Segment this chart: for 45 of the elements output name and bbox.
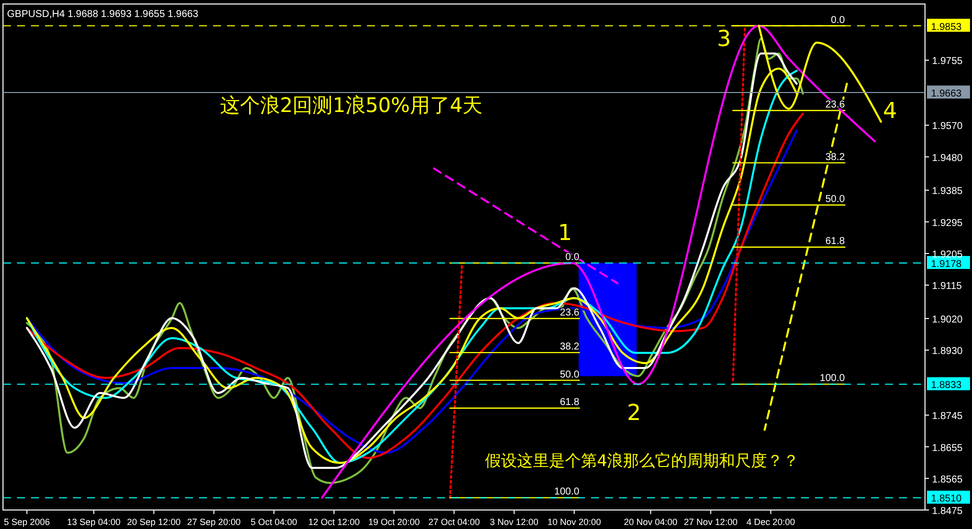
text: GBPUSD,H4 1.9688 1.9693 1.9655 1.9663 [7,9,199,20]
annotation: 4 [883,99,897,124]
y-tick-label: 1.8655 [932,442,964,454]
series-label: 61.8 [825,236,846,248]
x-tick-label: 3 Nov 12:00 [490,517,538,527]
y-tick-label: 1.9115 [932,281,962,292]
y-tick-label: 1.9480 [932,152,964,164]
y-tick-label: 1.9755 [932,56,964,68]
y-tick-label: 1.9570 [932,121,964,132]
annotation: 1 [558,221,572,246]
series-label: 100.0 [554,486,580,498]
series-label: 50.0 [825,194,846,205]
ref-line-label: 1.9853 [931,22,962,33]
y-tick-label: 1.8565 [932,474,964,486]
annotation: 2 [627,401,641,426]
x-tick-label: 20 Nov 04:00 [624,517,678,527]
y-tick-label: 1.8930 [932,346,964,358]
series-label: 0.0 [565,252,580,263]
x-tick-label: 10 Nov 20:00 [547,517,601,527]
x-tick-label: 13 Sep 04:00 [66,517,121,527]
y-tick-label: 1.9385 [932,186,964,198]
annotation: 假设这里是个第4浪那么它的周期和尺度？？ [485,451,800,470]
x-tick-label: 27 Oct 04:00 [428,517,480,527]
annotation: 3 [717,27,731,52]
x-tick-label: 4 Dec 20:00 [746,517,796,527]
series-label: 0.0 [830,14,846,26]
x-tick-label: 27 Nov 12:00 [684,517,738,527]
x-tick-label: 20 Sep 12:00 [127,517,181,527]
series-label: 50.0 [560,369,580,380]
x-tick-label: 27 Sep 20:00 [187,517,241,527]
annotation: 这个浪2回测1浪50%用了4天 [220,93,483,117]
x-tick-label: 5 Oct 04:00 [250,517,298,527]
ref-line-label: 1.9178 [931,258,962,270]
x-tick-label: 19 Oct 20:00 [368,517,420,527]
y-tick-label: 1.9295 [932,218,964,229]
ref-line-label: 1.9663 [931,88,962,100]
ref-line-label: 1.8833 [931,380,962,392]
series-label: 100.0 [820,373,846,384]
ref-line-label: 1.8510 [931,494,962,505]
y-tick-label: 1.8745 [932,411,964,422]
y-tick-label: 1.8475 [932,506,964,517]
series-label: 61.8 [560,397,580,408]
y-tick-label: 1.9020 [932,314,964,326]
x-tick-label: 12 Oct 12:00 [308,517,360,527]
x-tick-label: 5 Sep 2006 [4,517,50,527]
